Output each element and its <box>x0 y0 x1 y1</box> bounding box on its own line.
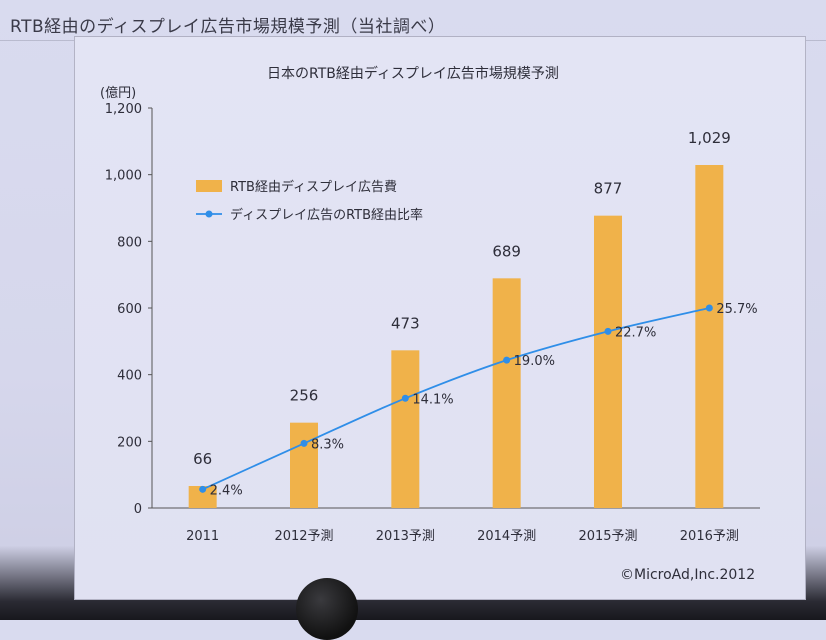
chart-svg: 0 200 400 600 800 1,000 1,200 2011 2012予測 2013予測 2… <box>105 102 760 544</box>
legend-bar-swatch <box>196 180 222 192</box>
bar-series: 66 256 473 689 877 1,029 <box>188 129 731 508</box>
chart-title: 日本のRTB経由ディスプレイ広告市場規模予測 <box>267 66 559 82</box>
y-tick-label: 0 <box>134 502 142 517</box>
bar <box>188 486 217 508</box>
ratio-line <box>202 307 710 491</box>
line-point <box>300 439 308 447</box>
line-value-label: 2.4% <box>210 483 243 498</box>
line-point <box>503 356 511 364</box>
x-tick-label: 2015予測 <box>578 529 637 544</box>
line-point <box>401 394 409 402</box>
bar <box>391 350 420 508</box>
line-value-label: 25.7% <box>716 302 757 317</box>
y-tick-label: 800 <box>117 235 142 250</box>
legend-bar-label: RTB経由ディスプレイ広告費 <box>230 179 397 195</box>
copyright-text: ©MicroAd,Inc.2012 <box>620 567 756 583</box>
y-tick-label: 200 <box>117 435 142 450</box>
microphone-silhouette <box>296 578 358 640</box>
slide-title: RTB経由のディスプレイ広告市場規模予測（当社調べ） <box>10 17 446 37</box>
y-axis-unit-label: (億円) <box>100 86 137 101</box>
bar <box>695 165 724 508</box>
line-series: 2.4% 8.3% 14.1% 19.0% 22.7% 25.7% <box>199 302 758 498</box>
line-value-label: 8.3% <box>311 437 344 452</box>
y-tick-label: 400 <box>117 369 142 384</box>
bar-value-label: 689 <box>492 242 521 260</box>
x-tick-label: 2016予測 <box>680 529 739 544</box>
bar <box>492 278 521 508</box>
x-tick-label: 2011 <box>186 529 219 544</box>
legend-line-marker <box>205 210 213 218</box>
line-point <box>604 327 612 335</box>
line-value-label: 22.7% <box>615 325 656 340</box>
line-value-label: 14.1% <box>412 392 453 407</box>
y-tick-label: 1,000 <box>105 169 142 184</box>
x-tick-label: 2012予測 <box>274 529 333 544</box>
bar-value-label: 877 <box>594 180 623 198</box>
bar <box>594 215 622 508</box>
bar-value-label: 66 <box>193 450 212 468</box>
legend-line-label: ディスプレイ広告のRTB経由比率 <box>230 207 423 223</box>
line-point <box>705 304 713 312</box>
y-tick-label: 1,200 <box>105 102 142 117</box>
y-tick-label: 600 <box>117 302 142 317</box>
line-value-label: 19.0% <box>514 354 555 369</box>
x-tick-label: 2014予測 <box>477 529 536 544</box>
x-tick-label: 2013予測 <box>376 529 435 544</box>
bar-value-label: 1,029 <box>688 129 731 147</box>
bar-value-label: 473 <box>391 314 420 332</box>
bar <box>290 422 318 508</box>
line-point <box>199 485 207 493</box>
bar-value-label: 256 <box>290 387 319 405</box>
chart-axes: 0 200 400 600 800 1,000 1,200 2011 2012予測 2013予測 2… <box>105 102 760 544</box>
chart-frame <box>74 36 806 600</box>
